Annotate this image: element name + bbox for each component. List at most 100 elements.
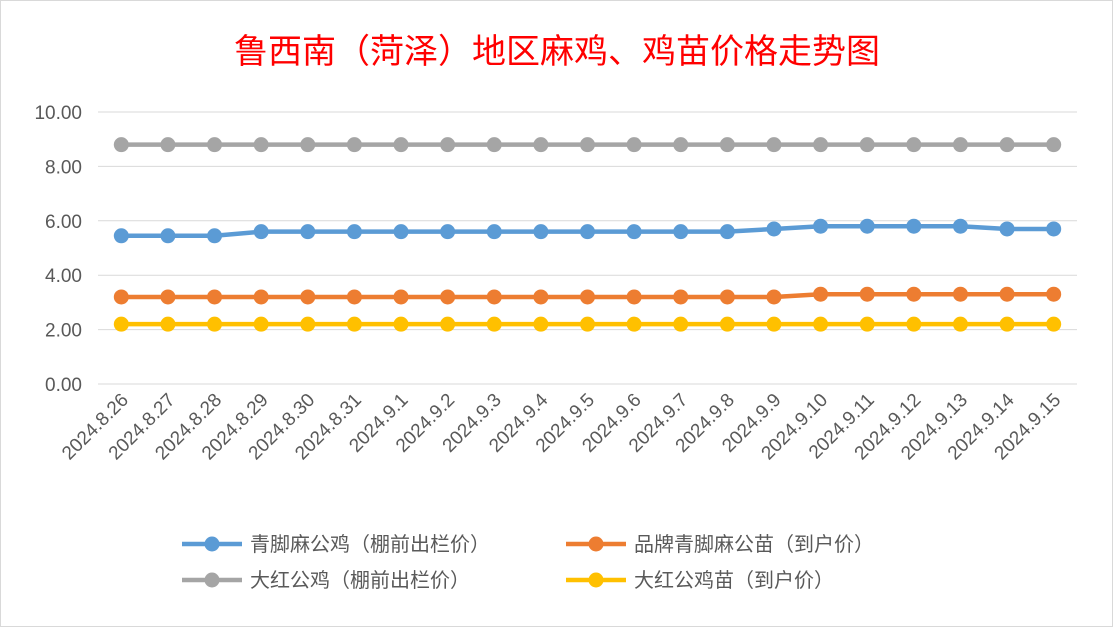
data-point <box>813 286 829 302</box>
data-point <box>440 289 456 305</box>
legend-marker <box>204 536 220 552</box>
data-point <box>719 137 735 153</box>
y-tick-label: 10.00 <box>34 103 82 124</box>
data-point <box>207 289 223 305</box>
data-point <box>113 228 129 244</box>
data-point <box>999 221 1015 237</box>
data-point <box>533 224 549 240</box>
y-tick-label: 4.00 <box>45 266 82 287</box>
data-point <box>673 316 689 332</box>
data-point <box>719 289 735 305</box>
data-point <box>813 137 829 153</box>
data-point <box>673 289 689 305</box>
data-point <box>486 316 502 332</box>
data-point <box>626 137 642 153</box>
data-point <box>580 289 595 305</box>
data-point <box>999 316 1015 332</box>
series-2 <box>113 137 1062 153</box>
data-point <box>346 224 362 240</box>
data-point <box>533 289 549 305</box>
data-point <box>859 286 875 302</box>
data-point <box>859 316 875 332</box>
legend-item: 青脚麻公鸡（棚前出栏价） <box>182 532 490 556</box>
data-point <box>533 137 549 153</box>
data-point <box>580 224 595 240</box>
data-point <box>393 289 409 305</box>
data-point <box>440 316 456 332</box>
legend-label: 大红公鸡（棚前出栏价） <box>250 568 470 592</box>
data-point <box>486 289 502 305</box>
data-point <box>766 137 782 153</box>
data-point <box>346 316 362 332</box>
legend-marker <box>588 572 604 588</box>
data-point <box>626 289 642 305</box>
y-axis-ticks: 0.00 2.00 4.00 6.00 8.00 10.00 <box>34 103 82 396</box>
data-point <box>952 316 968 332</box>
data-point <box>300 224 316 240</box>
data-point <box>580 316 595 332</box>
data-point <box>999 286 1015 302</box>
data-point <box>440 137 456 153</box>
data-point <box>207 316 223 332</box>
data-point <box>626 224 642 240</box>
data-point <box>160 289 176 305</box>
data-point <box>952 137 968 153</box>
data-point <box>999 137 1015 153</box>
legend-label: 大红公鸡苗（到户价） <box>634 568 834 592</box>
data-point <box>1046 316 1062 332</box>
data-point <box>486 224 502 240</box>
data-point <box>673 224 689 240</box>
chart-title: 鲁西南（菏泽）地区麻鸡、鸡苗价格走势图 <box>234 32 880 72</box>
data-point <box>160 137 176 153</box>
y-tick-label: 2.00 <box>45 321 82 342</box>
data-point <box>393 224 409 240</box>
data-point <box>160 228 176 244</box>
data-point <box>300 316 316 332</box>
data-point <box>207 228 223 244</box>
x-axis-ticks: 2024.8.262024.8.272024.8.282024.8.292024… <box>58 389 1065 464</box>
data-point <box>580 137 595 153</box>
data-point <box>533 316 549 332</box>
data-point <box>859 137 875 153</box>
data-point <box>207 137 223 153</box>
legend: 青脚麻公鸡（棚前出栏价） 品牌青脚麻公苗（到户价） 大红公鸡（棚前出栏价） 大红公鸡苗… <box>182 532 874 592</box>
series-0 <box>113 218 1062 244</box>
data-point <box>1046 221 1062 237</box>
legend-marker <box>204 572 220 588</box>
data-point <box>300 137 316 153</box>
legend-item: 大红公鸡苗（到户价） <box>566 568 834 592</box>
data-point <box>626 316 642 332</box>
data-point <box>813 316 829 332</box>
data-point <box>160 316 176 332</box>
data-point <box>393 316 409 332</box>
legend-item: 大红公鸡（棚前出栏价） <box>182 568 470 592</box>
data-point <box>113 137 129 153</box>
data-point <box>253 137 269 153</box>
series-layer <box>113 137 1062 332</box>
data-point <box>719 316 735 332</box>
legend-label: 品牌青脚麻公苗（到户价） <box>634 532 874 556</box>
legend-marker <box>588 536 604 552</box>
series-1 <box>113 286 1062 305</box>
data-point <box>253 316 269 332</box>
y-tick-label: 8.00 <box>45 157 82 178</box>
legend-item: 品牌青脚麻公苗（到户价） <box>566 532 874 556</box>
data-point <box>719 224 735 240</box>
data-point <box>906 137 922 153</box>
data-point <box>1046 137 1062 153</box>
data-point <box>673 137 689 153</box>
data-point <box>906 218 922 234</box>
data-point <box>346 289 362 305</box>
data-point <box>1046 286 1062 302</box>
data-point <box>253 224 269 240</box>
legend-label: 青脚麻公鸡（棚前出栏价） <box>250 532 490 556</box>
data-point <box>300 289 316 305</box>
data-point <box>952 286 968 302</box>
data-point <box>253 289 269 305</box>
data-point <box>113 289 129 305</box>
data-point <box>113 316 129 332</box>
data-point <box>346 137 362 153</box>
data-point <box>766 221 782 237</box>
